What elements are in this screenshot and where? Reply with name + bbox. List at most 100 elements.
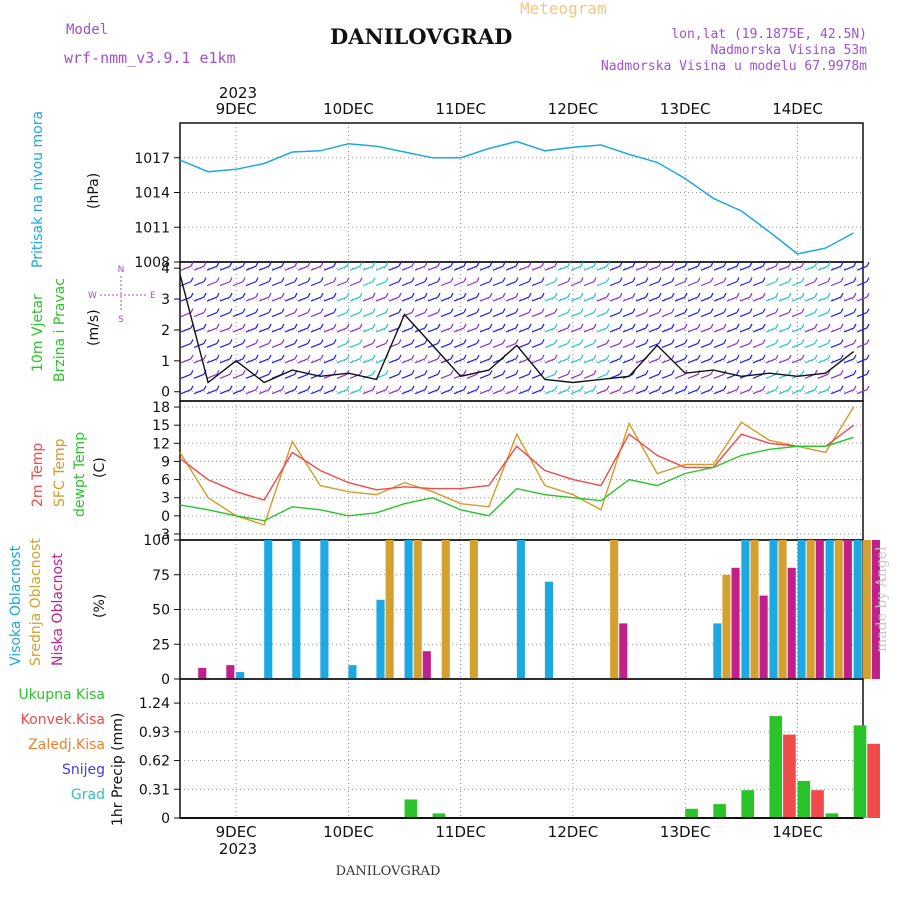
model-label: Model xyxy=(66,22,108,38)
cloud-low-bar xyxy=(815,540,824,679)
wind-barb xyxy=(414,342,426,348)
wind-barb-feather xyxy=(619,261,623,267)
wind-barb-feather xyxy=(814,370,818,375)
wind-barb xyxy=(492,265,504,271)
wind-barb xyxy=(700,373,712,379)
wind-barb xyxy=(427,327,439,333)
wind-barb xyxy=(297,358,309,364)
wind-barb-feather xyxy=(281,261,285,267)
wind-barb xyxy=(206,311,218,318)
wind-barb-feather xyxy=(671,308,675,313)
wind-barb xyxy=(674,296,686,302)
wind-barb-feather xyxy=(424,277,428,282)
wind-barb-feather xyxy=(567,370,571,375)
wind-barb-feather xyxy=(775,261,779,267)
wind-barb xyxy=(258,296,270,302)
wind-barb-feather xyxy=(723,292,727,298)
wind-barb-feather xyxy=(190,385,194,391)
wind-barb-feather xyxy=(294,339,298,344)
wind-barb xyxy=(310,373,322,379)
wind-barb-feather xyxy=(489,385,493,391)
wind-barb-feather xyxy=(580,277,584,282)
wind-barb-feather xyxy=(580,308,584,313)
wind-barb-feather xyxy=(229,370,233,375)
wind-barb xyxy=(466,373,478,379)
wind-barb xyxy=(700,358,712,364)
wind-barb xyxy=(323,311,335,318)
legend-strat: Zaledj.Kisa xyxy=(28,737,105,753)
wind-barb-feather xyxy=(424,339,428,344)
wind-barb xyxy=(609,389,621,395)
wind-barb xyxy=(622,389,634,395)
wind-barb xyxy=(362,265,374,271)
wind-barb xyxy=(674,311,686,318)
wind-barb xyxy=(375,389,387,395)
wind-barb xyxy=(427,296,439,302)
wind-barb-feather xyxy=(541,385,545,391)
wind-barb-feather xyxy=(424,292,428,298)
wind-barb-feather xyxy=(515,339,519,344)
wind-barb-feather xyxy=(398,261,402,267)
top-day-label: 12DEC xyxy=(548,100,599,118)
wind-barb xyxy=(830,311,842,318)
wind-barb-feather xyxy=(580,261,584,267)
wind-barb-feather xyxy=(424,323,428,329)
wind-barb xyxy=(219,281,231,287)
wind-barb-feather xyxy=(528,277,532,282)
wind-barb xyxy=(830,281,842,287)
wind-barb-feather xyxy=(281,354,285,360)
footer-station: DANILOVGRAD xyxy=(336,864,441,879)
svg-text:W: W xyxy=(88,291,97,301)
wind-barb xyxy=(700,281,712,287)
wind-barb-feather xyxy=(554,277,558,282)
wind-barb-feather xyxy=(437,354,441,360)
wind-barb xyxy=(180,311,192,318)
wind-barb xyxy=(843,296,855,302)
cloud-mid-bar xyxy=(750,540,759,679)
wind-barb-feather xyxy=(463,308,467,313)
wind-barb xyxy=(778,281,790,287)
wind-barb-feather xyxy=(827,339,831,344)
wind-barb-feather xyxy=(580,354,584,360)
wind-barb-feather xyxy=(463,354,467,360)
wind-barb xyxy=(349,281,361,287)
wind-barb-feather xyxy=(372,292,376,298)
precip-total-bar xyxy=(404,799,418,818)
wind-barb-feather xyxy=(229,261,233,267)
wind-barb-feather xyxy=(502,308,506,313)
wind-barb xyxy=(349,327,361,333)
wind-barb xyxy=(752,265,764,271)
wind-barb-feather xyxy=(645,308,649,313)
wind-barb xyxy=(193,373,205,379)
wind-barb xyxy=(791,265,803,271)
wind-barb-feather xyxy=(411,385,415,391)
wind-barb-feather xyxy=(606,370,610,375)
wind-barb-feather xyxy=(294,354,298,360)
wind-barb-feather xyxy=(333,308,337,313)
wind-barb xyxy=(856,327,868,333)
wind-barb xyxy=(349,342,361,348)
wind-barb xyxy=(635,373,647,379)
cloud-label-3: Niska Oblacnost xyxy=(50,553,66,666)
y-tick-label: 12 xyxy=(152,436,170,452)
wind-barb xyxy=(323,389,335,395)
wind-barb-feather xyxy=(554,385,558,391)
wind-barb-feather xyxy=(775,292,779,298)
wind-barb xyxy=(427,265,439,271)
wind-barb-feather xyxy=(762,308,766,313)
wind-barb xyxy=(297,265,309,271)
wind-barb-feather xyxy=(697,292,701,298)
wind-barb-feather xyxy=(645,323,649,329)
y-tick-label: 1 xyxy=(161,354,170,370)
wind-barb xyxy=(245,265,257,271)
wind-barb-feather xyxy=(359,308,363,313)
wind-barb xyxy=(739,327,751,333)
wind-barb xyxy=(375,311,387,318)
wind-barb-feather xyxy=(788,339,792,344)
wind-barb-feather xyxy=(619,385,623,391)
wind-barb-feather xyxy=(853,370,857,375)
wind-barb xyxy=(557,296,569,302)
wind-barb xyxy=(713,327,725,333)
cloud-high-bar xyxy=(292,540,301,679)
wind-barb xyxy=(427,389,439,395)
